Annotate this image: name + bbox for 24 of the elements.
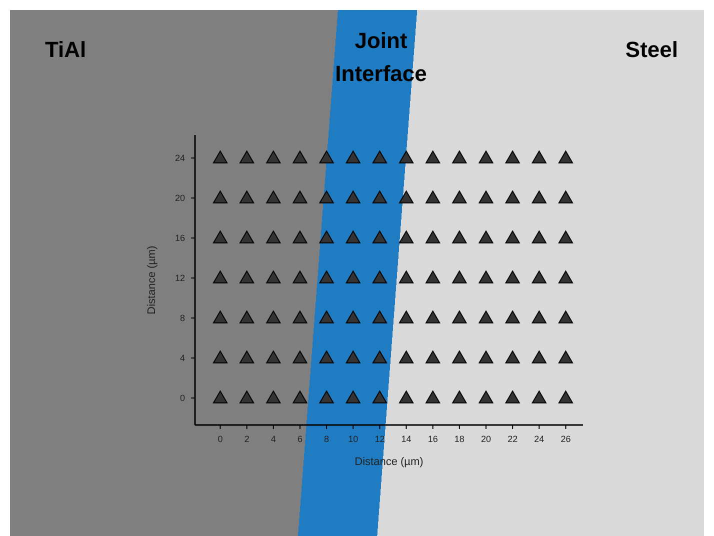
y-tick-label: 4	[180, 353, 185, 363]
x-tick-label: 2	[244, 434, 250, 444]
x-tick-label: 8	[324, 434, 330, 444]
y-tick-label: 12	[174, 273, 185, 283]
x-tick-label: 20	[480, 434, 492, 444]
x-tick-label: 16	[428, 434, 438, 444]
y-tick-label: 0	[180, 393, 185, 403]
x-tick-label: 0	[218, 434, 223, 444]
y-tick-label: 24	[174, 153, 185, 163]
x-tick-label: 6	[297, 434, 302, 444]
x-tick-label: 26	[560, 434, 571, 444]
x-tick-label: 14	[401, 434, 412, 444]
y-tick-label: 8	[180, 313, 185, 323]
x-tick-label: 10	[348, 434, 358, 444]
x-tick-label: 4	[270, 434, 276, 444]
y-axis-title: Distance (µm)	[146, 246, 158, 314]
x-tick-label: 22	[508, 434, 518, 444]
text: TiAl	[45, 37, 86, 62]
text: Steel	[625, 37, 678, 62]
y-tick-label: 16	[174, 233, 185, 243]
x-tick-label: 24	[534, 434, 544, 444]
y-tick-label: 20	[174, 193, 185, 203]
x-tick-label: 12	[374, 434, 385, 444]
x-tick-label: 18	[454, 434, 464, 444]
